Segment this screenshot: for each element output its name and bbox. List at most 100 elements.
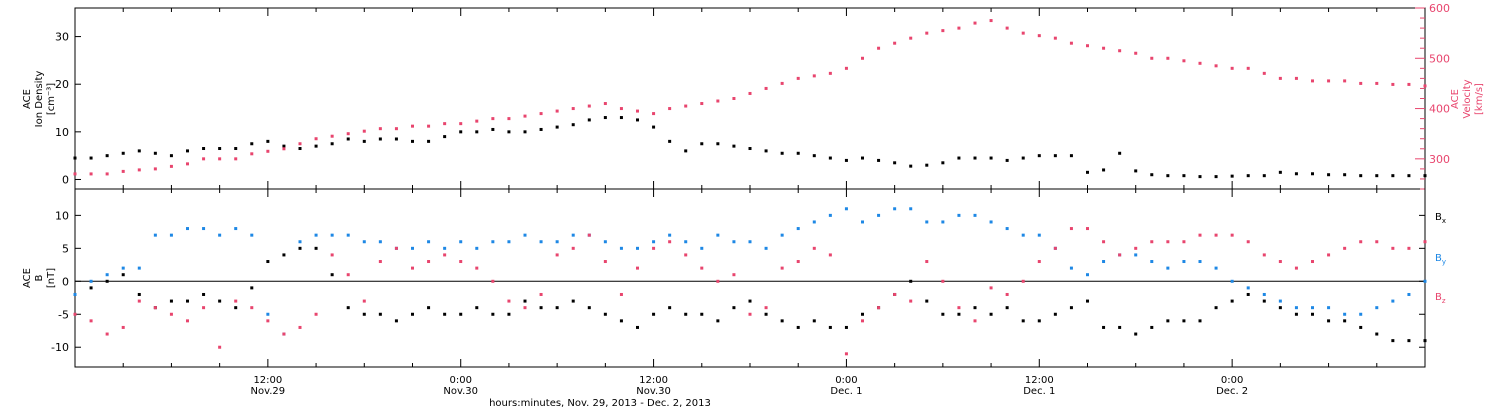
bz-point [266, 319, 270, 323]
bz-point [153, 306, 157, 310]
by-point [1343, 312, 1347, 316]
density-point [1086, 170, 1089, 174]
bx-point [1391, 339, 1395, 343]
velocity-point [668, 107, 672, 111]
velocity-point [1278, 76, 1282, 80]
velocity-point [523, 114, 527, 118]
by-point [973, 213, 977, 217]
density-point [957, 156, 961, 160]
bz-point [186, 319, 189, 323]
density-point [427, 139, 431, 143]
by-point [459, 240, 463, 244]
density-point [571, 123, 575, 127]
bx-point [619, 319, 623, 323]
bx-point [1294, 312, 1298, 316]
bx-point [1118, 325, 1122, 329]
bz-point [571, 246, 575, 250]
by-point [1246, 286, 1250, 290]
bottom-ytick-label: 5 [62, 242, 69, 255]
by-point [539, 240, 543, 244]
legend-label: B [1435, 253, 1442, 264]
bz-point [1294, 266, 1298, 270]
velocity-point [989, 19, 993, 23]
legend-entry-z: Bz [1435, 292, 1446, 305]
bx-point [427, 306, 431, 310]
by-point [1182, 260, 1186, 264]
by-point [169, 233, 173, 237]
bx-point [1359, 325, 1363, 329]
by-point [121, 266, 125, 270]
bx-point [571, 299, 575, 303]
density-point [1198, 175, 1202, 179]
density-point [1294, 172, 1298, 176]
velocity-point [459, 122, 463, 126]
bx-point [362, 312, 366, 316]
by-point [844, 207, 848, 211]
velocity-point [314, 137, 318, 141]
density-point [764, 149, 768, 153]
x-tick-time: 12:00 [639, 375, 668, 386]
density-point [491, 127, 495, 131]
by-point [1294, 306, 1298, 310]
bx-point [732, 306, 736, 310]
bz-point [282, 332, 286, 336]
density-point [828, 156, 832, 160]
density-point [1327, 173, 1331, 177]
velocity-point [844, 66, 848, 70]
velocity-point [1166, 56, 1170, 60]
by-point [1375, 306, 1379, 310]
velocity-point [1150, 56, 1154, 60]
bx-point [989, 312, 993, 316]
velocity-point [732, 97, 736, 100]
bz-point [603, 260, 607, 264]
bx-point [443, 312, 447, 316]
bz-point [459, 260, 463, 264]
bz-point [861, 319, 864, 323]
bz-point [475, 266, 479, 270]
bz-point [298, 325, 302, 329]
by-point [314, 233, 318, 237]
bx-point [796, 325, 800, 329]
bz-point [539, 292, 543, 296]
bx-point [1069, 306, 1073, 310]
by-point [716, 233, 720, 237]
bz-point [1102, 240, 1106, 244]
velocity-point [861, 56, 864, 60]
velocity-point [700, 102, 704, 106]
velocity-point [89, 172, 93, 176]
density-point [1246, 174, 1250, 178]
bx-point [459, 312, 463, 316]
bx-point [1005, 306, 1009, 310]
velocity-point [957, 26, 961, 30]
x-tick-date: Dec. 1 [1023, 386, 1055, 397]
density-point [362, 139, 366, 143]
bottom-ytick-label: 10 [55, 209, 69, 222]
velocity-point [1102, 46, 1106, 50]
velocity-point [877, 46, 881, 50]
density-point [73, 156, 77, 160]
velocity-point [1118, 49, 1122, 53]
bz-point [137, 299, 141, 303]
by-point [186, 227, 189, 231]
density-point [282, 144, 286, 148]
by-point [1230, 279, 1234, 283]
velocity-point [346, 132, 350, 136]
velocity-point [812, 74, 816, 78]
legend-entry-x: Bx [1435, 212, 1446, 225]
velocity-point [169, 164, 173, 168]
bz-point [684, 253, 688, 257]
density-point [1037, 154, 1041, 158]
bx-point [957, 312, 961, 316]
top-y2tick-label: 400 [1429, 103, 1450, 116]
bx-point [1037, 319, 1041, 323]
velocity-point [1359, 81, 1363, 85]
velocity-point [539, 112, 543, 116]
x-tick-time: 0:00 [835, 375, 857, 386]
bx-point [507, 312, 511, 316]
bx-point [1150, 325, 1154, 329]
by-point [555, 240, 559, 244]
by-point [1086, 273, 1089, 277]
velocity-point [330, 134, 334, 138]
bx-point [411, 312, 414, 316]
top-panel-frame [74, 7, 1426, 190]
